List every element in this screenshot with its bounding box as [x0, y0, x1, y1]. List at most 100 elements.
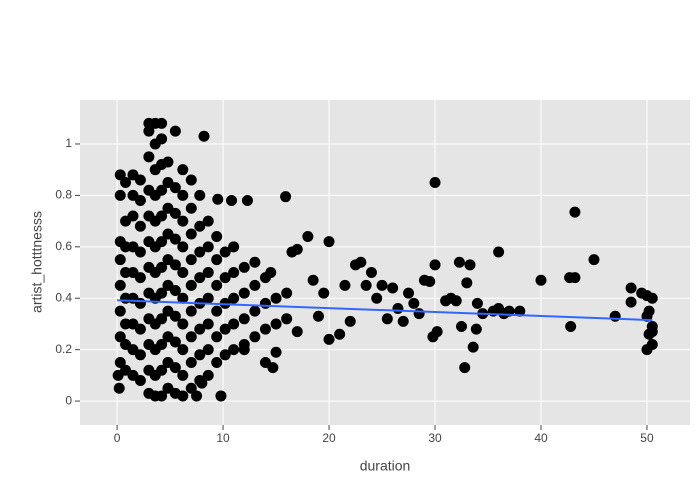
point [429, 259, 441, 271]
point [194, 349, 206, 361]
point [169, 336, 181, 348]
point [127, 210, 139, 222]
point [185, 331, 197, 343]
point [185, 228, 197, 240]
point [259, 357, 271, 369]
point [360, 279, 372, 291]
point [120, 177, 132, 189]
point [211, 254, 223, 266]
point [238, 261, 250, 273]
point [134, 375, 146, 387]
point [535, 274, 547, 286]
point [202, 318, 214, 330]
point [241, 195, 253, 207]
point [350, 259, 362, 271]
point [323, 333, 335, 345]
point [609, 310, 621, 322]
point [219, 323, 231, 335]
point [318, 287, 330, 299]
point [156, 117, 168, 129]
point [202, 292, 214, 304]
y-tick-label: 1 [65, 136, 72, 150]
point [202, 369, 214, 381]
point [114, 279, 126, 291]
point [177, 344, 189, 356]
point [169, 310, 181, 322]
point [114, 189, 126, 201]
point [143, 151, 155, 163]
point [259, 323, 271, 335]
point [270, 318, 282, 330]
point [565, 321, 577, 333]
point [202, 215, 214, 227]
point [134, 272, 146, 284]
point [134, 323, 146, 335]
point [177, 267, 189, 279]
point [156, 236, 168, 248]
point [569, 272, 581, 284]
point [238, 313, 250, 325]
point [185, 202, 197, 214]
point [185, 382, 197, 394]
point [134, 195, 146, 207]
point [194, 220, 206, 232]
point [211, 331, 223, 343]
point [219, 246, 231, 258]
point [323, 236, 335, 248]
point [211, 231, 223, 243]
point [228, 318, 240, 330]
point [302, 231, 314, 243]
point [376, 279, 388, 291]
y-tick-label: 0.4 [55, 290, 72, 304]
point [156, 339, 168, 351]
point [228, 241, 240, 253]
point [177, 189, 189, 201]
x-tick-label: 50 [640, 431, 654, 445]
point [397, 315, 409, 327]
point [114, 357, 126, 369]
point [339, 279, 351, 291]
point [156, 390, 168, 402]
point [403, 287, 415, 299]
trend-line [117, 299, 653, 322]
point [169, 182, 181, 194]
point [249, 305, 261, 317]
point [424, 276, 436, 288]
point [185, 305, 197, 317]
point [156, 210, 168, 222]
point [646, 326, 658, 338]
x-tick-label: 30 [428, 431, 442, 445]
point [471, 297, 483, 309]
point [365, 267, 377, 279]
point [156, 287, 168, 299]
point [202, 241, 214, 253]
point [249, 256, 261, 268]
point [226, 195, 238, 207]
point [202, 267, 214, 279]
point [259, 297, 271, 309]
marks [112, 117, 658, 402]
point [212, 193, 224, 205]
point [134, 220, 146, 232]
point [177, 241, 189, 253]
point [169, 233, 181, 245]
point [194, 189, 206, 201]
point [194, 246, 206, 258]
x-tick-label: 40 [534, 431, 548, 445]
point [114, 169, 126, 181]
point [169, 362, 181, 374]
point [219, 272, 231, 284]
point [270, 292, 282, 304]
point [238, 287, 250, 299]
point [408, 297, 420, 309]
point [459, 362, 471, 374]
point [177, 292, 189, 304]
point [228, 292, 240, 304]
point [249, 279, 261, 291]
point [456, 321, 468, 333]
point [312, 310, 324, 322]
point [211, 279, 223, 291]
point [162, 156, 174, 168]
point [467, 341, 479, 353]
